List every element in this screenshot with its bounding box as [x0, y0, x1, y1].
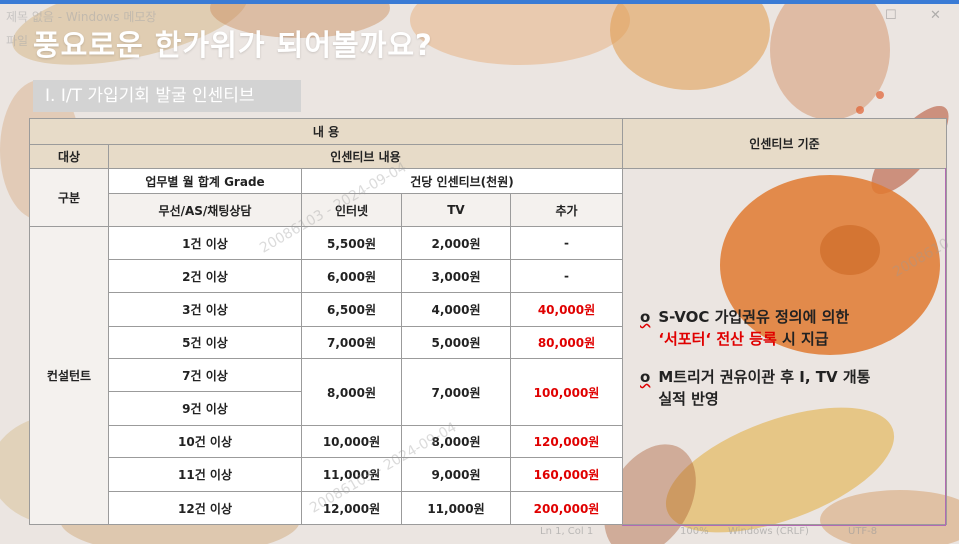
grade-cell: 3건 이상: [108, 292, 302, 327]
extra-cell: 160,000원: [510, 457, 623, 492]
col-extra: 추가: [510, 193, 623, 227]
internet-cell: 10,000원: [301, 425, 402, 458]
grade-cell: 5건 이상: [108, 326, 302, 359]
tv-cell: 4,000원: [401, 292, 511, 327]
window-title-fragment: 제목 없음 - Windows 메모장: [6, 10, 157, 24]
status-position: Ln 1, Col 1: [540, 526, 594, 537]
extra-cell: 120,000원: [510, 425, 623, 458]
internet-cell: 7,000원: [301, 326, 402, 359]
grade-cell: 10건 이상: [108, 425, 302, 458]
window-menu-fragment: 파일: [6, 34, 29, 48]
col-channel: 무선/AS/채팅상담: [108, 193, 302, 227]
col-grade: 업무별 월 합계 Grade: [108, 168, 302, 194]
maximize-icon[interactable]: ☐: [885, 8, 897, 23]
tv-cell: 11,000원: [401, 491, 511, 525]
col-target: 대상: [29, 144, 109, 169]
table-header-criteria: 인센티브 기준: [622, 118, 947, 169]
grade-cell: 11건 이상: [108, 457, 302, 492]
tv-cell: 8,000원: [401, 425, 511, 458]
criteria-text: 실적 반영: [658, 390, 719, 408]
criteria-frame: [622, 168, 946, 526]
criteria-item: o M트리거 권유이관 후 I, TV 개통 실적 반영: [640, 366, 870, 410]
grade-cell: 12건 이상: [108, 491, 302, 525]
col-per-case: 건당 인센티브(천원): [301, 168, 623, 194]
grade-cell: 1건 이상: [108, 226, 302, 260]
tv-cell: 3,000원: [401, 259, 511, 293]
col-incentive: 인센티브 내용: [108, 144, 623, 169]
bullet-icon: o: [640, 368, 651, 386]
internet-cell: 12,000원: [301, 491, 402, 525]
tv-cell: 9,000원: [401, 457, 511, 492]
extra-cell: 80,000원: [510, 326, 623, 359]
col-internet: 인터넷: [301, 193, 402, 227]
internet-cell: 6,000원: [301, 259, 402, 293]
status-encoding: UTF-8: [848, 526, 878, 537]
criteria-cell: [622, 168, 947, 525]
criteria-highlight: ‘서포터‘ 전산 등록: [658, 330, 777, 348]
incentive-table: 내 용 인센티브 기준 대상 인센티브 내용 구분 업무별 월 합계 Grade…: [29, 118, 947, 525]
criteria-item: o S-VOC 가입권유 정의에 의한 ‘서포터‘ 전산 등록 시 지급: [640, 306, 870, 350]
grade-cell: 9건 이상: [108, 391, 302, 426]
slide-title: 풍요로운 한가위가 되어볼까요?: [33, 28, 433, 62]
col-tv: TV: [401, 193, 511, 227]
internet-cell: 8,000원: [301, 358, 402, 426]
bullet-icon: o: [640, 308, 651, 326]
tv-cell: 5,000원: [401, 326, 511, 359]
criteria-list: o S-VOC 가입권유 정의에 의한 ‘서포터‘ 전산 등록 시 지급 o M…: [640, 306, 870, 426]
status-eol: Windows (CRLF): [728, 526, 809, 537]
target-consultant: 컨설턴트: [29, 226, 109, 525]
criteria-text: S-VOC 가입권유 정의에 의한: [658, 308, 850, 326]
col-category: 구분: [29, 168, 109, 227]
extra-cell: 40,000원: [510, 292, 623, 327]
internet-cell: 5,500원: [301, 226, 402, 260]
criteria-text: 시 지급: [776, 330, 829, 348]
internet-cell: 6,500원: [301, 292, 402, 327]
table-header-content: 내 용: [29, 118, 623, 145]
extra-cell: -: [510, 226, 623, 260]
close-icon[interactable]: ✕: [930, 8, 941, 23]
grade-cell: 7건 이상: [108, 358, 302, 392]
extra-cell: 200,000원: [510, 491, 623, 525]
tv-cell: 2,000원: [401, 226, 511, 260]
criteria-text: M트리거 권유이관 후 I, TV 개통: [658, 368, 871, 386]
section-heading: Ⅰ. I/T 가입기회 발굴 인센티브: [33, 80, 301, 112]
tv-cell: 7,000원: [401, 358, 511, 426]
grade-cell: 2건 이상: [108, 259, 302, 293]
extra-cell: -: [510, 259, 623, 293]
status-zoom: 100%: [680, 526, 709, 537]
extra-cell: 100,000원: [510, 358, 623, 426]
internet-cell: 11,000원: [301, 457, 402, 492]
window-top-strip: [0, 0, 959, 4]
